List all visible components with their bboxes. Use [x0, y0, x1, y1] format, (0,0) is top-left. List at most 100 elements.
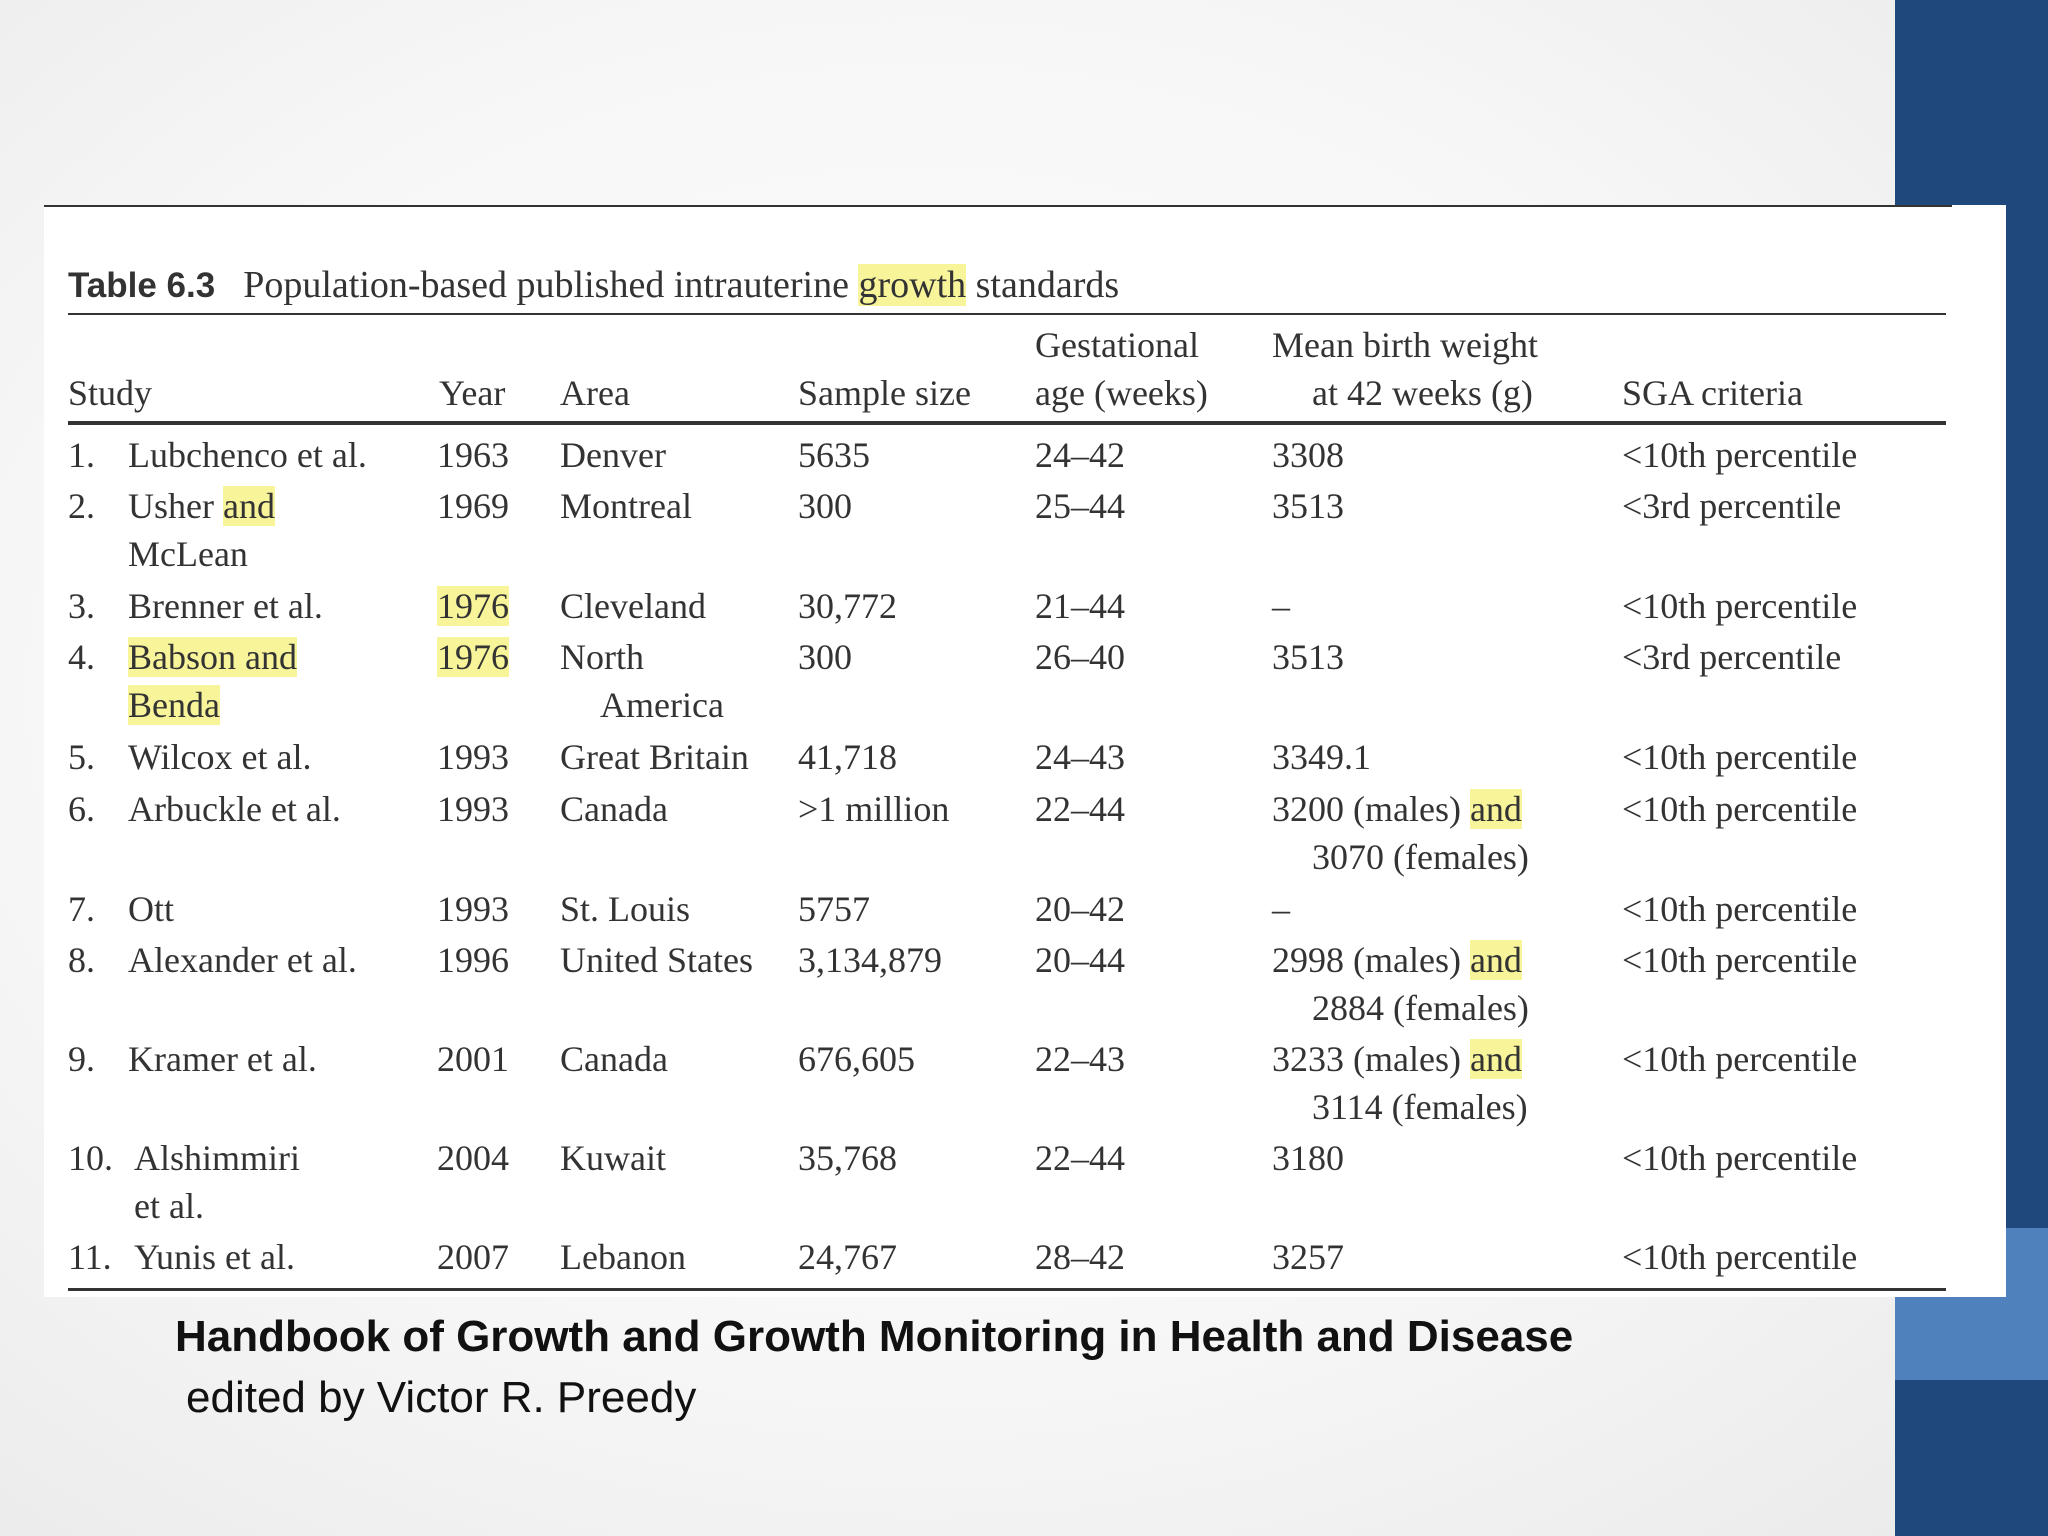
- row-study-highlight: Babson and: [128, 637, 297, 677]
- row-sample: 24,767: [798, 1237, 897, 1277]
- row-sga: <10th percentile: [1622, 737, 1858, 777]
- row-sga: <10th percentile: [1622, 1237, 1858, 1277]
- row-mean-weight-highlight: and: [1469, 789, 1522, 829]
- row-gestational-age: 26–40: [1035, 637, 1125, 677]
- row-study-part: Usher: [128, 486, 223, 526]
- row-mean-weight-line2: 3114 (females): [1312, 1087, 1528, 1127]
- row-number: 5.: [68, 737, 95, 777]
- row-sample: 5757: [798, 889, 870, 929]
- table-image: Table 6.3 Population-based published intr…: [44, 205, 2006, 1297]
- row-gestational-age: 22–43: [1035, 1039, 1125, 1079]
- table-number: Table 6.3: [68, 266, 216, 305]
- row-sample: 3,134,879: [798, 940, 942, 980]
- row-number: 7.: [68, 889, 95, 929]
- row-year: 1976: [437, 633, 509, 681]
- row-sample: 300: [798, 637, 852, 677]
- header-mean-line2: at 42 weeks (g): [1312, 373, 1533, 413]
- row-year: 1993: [437, 789, 509, 829]
- row-sga: <10th percentile: [1622, 1138, 1858, 1178]
- row-study: Arbuckle et al.: [128, 789, 341, 829]
- header-mean-line1: Mean birth weight: [1272, 325, 1538, 365]
- row-year: 1963: [437, 435, 509, 475]
- row-number: 2.: [68, 486, 95, 526]
- caption-text-after: standards: [966, 264, 1120, 306]
- row-sample: 5635: [798, 435, 870, 475]
- row-year: 1996: [437, 940, 509, 980]
- row-area-line2: America: [600, 685, 724, 725]
- row-study: Alexander et al.: [128, 940, 357, 980]
- row-year-highlight: 1976: [437, 637, 509, 677]
- header-sample-size: Sample size: [798, 373, 971, 413]
- row-gestational-age: 24–43: [1035, 737, 1125, 777]
- row-area: Denver: [560, 435, 666, 475]
- source-editor: edited by Victor R. Preedy: [186, 1373, 697, 1422]
- row-mean-weight: –: [1272, 889, 1290, 929]
- row-sample: 35,768: [798, 1138, 897, 1178]
- row-mean-weight: 2998 (males) and 2884 (females): [1272, 936, 1529, 1032]
- row-study: Yunis et al.: [134, 1237, 295, 1277]
- row-mean-weight: 3308: [1272, 435, 1344, 475]
- caption-rule: [68, 313, 1946, 315]
- row-area: Great Britain: [560, 737, 749, 777]
- row-sample: 41,718: [798, 737, 897, 777]
- row-area: Montreal: [560, 486, 692, 526]
- row-study-line2: et al.: [134, 1186, 204, 1226]
- row-mean-weight: 3349.1: [1272, 737, 1371, 777]
- row-area: United States: [560, 940, 753, 980]
- header-area: Area: [560, 373, 630, 413]
- row-sga: <3rd percentile: [1622, 637, 1842, 677]
- row-gestational-age: 20–42: [1035, 889, 1125, 929]
- row-mean-weight: –: [1272, 586, 1290, 626]
- header-year: Year: [439, 373, 506, 413]
- row-mean-weight: 3513: [1272, 637, 1344, 677]
- table-caption: Table 6.3 Population-based published intr…: [68, 263, 1119, 307]
- row-number: 8.: [68, 940, 95, 980]
- row-sample: 30,772: [798, 586, 897, 626]
- row-mean-weight: 3233 (males) and 3114 (females): [1272, 1035, 1528, 1131]
- row-area: Lebanon: [560, 1237, 686, 1277]
- row-year: 1993: [437, 889, 509, 929]
- row-mean-weight-line2: 3070 (females): [1312, 837, 1529, 877]
- row-number: 11.: [68, 1237, 112, 1277]
- row-study: Kramer et al.: [128, 1039, 317, 1079]
- row-sga: <10th percentile: [1622, 1039, 1858, 1079]
- row-year: 1976: [437, 582, 509, 630]
- row-number: 9.: [68, 1039, 95, 1079]
- row-mean-weight-highlight: and: [1469, 1039, 1522, 1079]
- row-mean-weight-part: 3233 (males): [1272, 1039, 1470, 1079]
- row-area-line1: North: [560, 637, 644, 677]
- row-mean-weight: 3513: [1272, 486, 1344, 526]
- row-study-line1: Alshimmiri: [134, 1138, 301, 1178]
- header-gestational-line2: age (weeks): [1035, 373, 1208, 413]
- row-gestational-age: 28–42: [1035, 1237, 1125, 1277]
- row-mean-weight-line2: 2884 (females): [1312, 988, 1529, 1028]
- row-study: Lubchenco et al.: [128, 435, 367, 475]
- top-rule: [44, 205, 1952, 207]
- header-sga: SGA criteria: [1622, 373, 1803, 413]
- row-sga: <10th percentile: [1622, 940, 1858, 980]
- row-mean-weight-part: 2998 (males): [1272, 940, 1470, 980]
- row-study: Alshimmiri et al.: [134, 1134, 300, 1230]
- row-area: Canada: [560, 789, 668, 829]
- row-mean-weight: 3180: [1272, 1138, 1344, 1178]
- source-title: Handbook of Growth and Growth Monitoring…: [175, 1312, 1574, 1361]
- row-mean-weight-highlight: and: [1469, 940, 1522, 980]
- row-gestational-age: 21–44: [1035, 586, 1125, 626]
- row-study: Brenner et al.: [128, 586, 323, 626]
- row-area: North America: [560, 633, 724, 729]
- row-number: 4.: [68, 637, 95, 677]
- row-study: Ott: [128, 889, 175, 929]
- row-year: 1993: [437, 737, 509, 777]
- row-year: 2004: [437, 1138, 509, 1178]
- row-number: 6.: [68, 789, 95, 829]
- row-sample: 300: [798, 486, 852, 526]
- row-sga: <3rd percentile: [1622, 486, 1842, 526]
- row-area: Cleveland: [560, 586, 706, 626]
- row-mean-weight: 3200 (males) and 3070 (females): [1272, 785, 1529, 881]
- row-gestational-age: 22–44: [1035, 789, 1125, 829]
- header-gestational-line1: Gestational: [1035, 325, 1199, 365]
- row-sga: <10th percentile: [1622, 586, 1858, 626]
- row-mean-weight-part: 3200 (males): [1272, 789, 1470, 829]
- caption-text-before: Population-based published intrauterine: [243, 264, 859, 306]
- row-sga: <10th percentile: [1622, 889, 1858, 929]
